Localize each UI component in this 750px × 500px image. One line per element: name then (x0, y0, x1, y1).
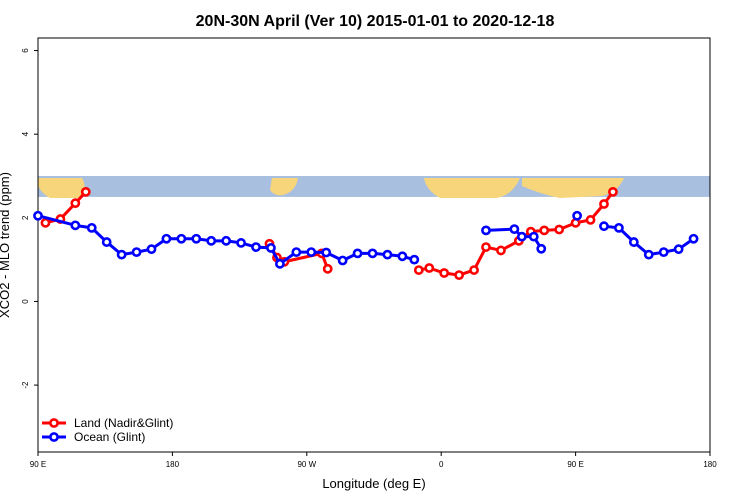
x-tick-label: 180 (166, 460, 180, 469)
data-point (70, 220, 81, 231)
data-point (161, 233, 172, 244)
data-point (191, 233, 202, 244)
data-point (266, 243, 276, 253)
data-point (413, 265, 424, 275)
data-point (614, 222, 624, 233)
data-point (275, 258, 285, 269)
data-point (146, 244, 157, 255)
data-point (454, 270, 465, 281)
legend-marker (49, 418, 59, 428)
x-tick-label: 180 (703, 460, 717, 469)
data-point (101, 237, 112, 247)
data-point (688, 233, 699, 244)
map-land (424, 178, 520, 198)
data-point (599, 221, 609, 232)
data-point (643, 249, 654, 260)
data-point (322, 263, 333, 274)
data-point (40, 217, 51, 228)
legend: Land (Nadir&Glint)Ocean (Glint) (42, 416, 173, 444)
data-point (86, 222, 97, 233)
x-tick-label: 0 (439, 460, 444, 469)
data-point (236, 238, 246, 248)
data-point (206, 235, 217, 246)
data-point (599, 199, 609, 209)
data-point (306, 247, 317, 258)
x-tick-label: 90 E (30, 460, 46, 469)
map-land (38, 178, 85, 198)
data-point (439, 268, 450, 278)
data-point (116, 249, 127, 260)
data-point (367, 248, 378, 259)
y-tick-label: -2 (21, 381, 30, 389)
y-tick-label: 0 (21, 299, 30, 304)
data-point (80, 186, 91, 197)
data-point (397, 251, 408, 262)
series-layer (33, 186, 699, 281)
data-point (221, 235, 232, 246)
y-axis-label: XCO2 - MLO trend (ppm) (0, 172, 12, 318)
legend-marker (49, 432, 59, 442)
plot-frame (37, 37, 711, 453)
data-point (382, 249, 393, 260)
data-point (481, 242, 491, 252)
x-tick-label: 90 W (297, 460, 316, 469)
data-point (585, 215, 596, 225)
data-point (469, 265, 479, 275)
data-point (509, 224, 520, 235)
data-point (496, 245, 506, 256)
data-point (628, 237, 639, 247)
map-land (522, 178, 624, 198)
data-point (536, 243, 547, 254)
map-band (38, 176, 710, 198)
data-point (176, 233, 187, 244)
data-point (572, 210, 582, 221)
chart-title: 20N-30N April (Ver 10) 2015-01-01 to 202… (196, 13, 555, 30)
x-axis-label: Longitude (deg E) (322, 476, 425, 491)
data-point (352, 248, 363, 259)
y-tick-label: 4 (21, 131, 30, 136)
map-land (270, 178, 298, 196)
data-point (291, 247, 302, 258)
data-point (516, 231, 527, 242)
data-point (481, 225, 491, 236)
data-point (131, 247, 142, 258)
data-point (337, 255, 348, 266)
data-point (528, 231, 539, 242)
data-point (608, 186, 618, 197)
data-point (33, 210, 43, 221)
data-point (658, 247, 669, 258)
data-point (409, 254, 420, 265)
data-point (539, 225, 550, 236)
data-point (554, 224, 565, 235)
legend-label: Land (Nadir&Glint) (74, 416, 173, 430)
data-point (321, 247, 332, 258)
data-point (424, 263, 435, 273)
data-point (673, 244, 684, 255)
legend-label: Ocean (Glint) (74, 430, 145, 444)
data-point (70, 198, 81, 209)
y-tick-label: 2 (21, 215, 30, 220)
series-ocean (33, 210, 699, 269)
data-point (251, 242, 261, 252)
x-axis-ticks: 90 E 180 90 W 0 90 E 180 (30, 452, 717, 469)
x-tick-label: 90 E (567, 460, 583, 469)
y-tick-label: 6 (21, 48, 30, 53)
